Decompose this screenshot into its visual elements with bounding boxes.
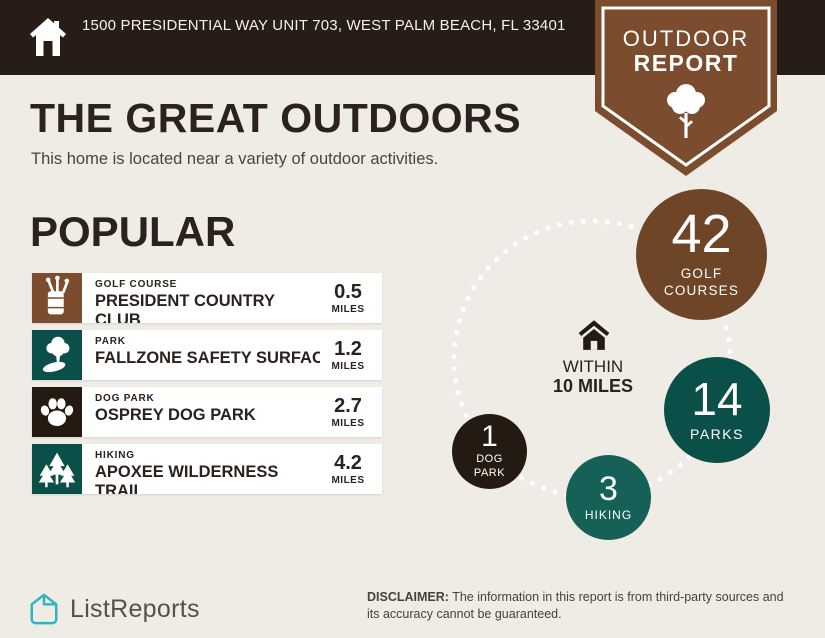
list-item-dog-park: DOG PARK OSPREY DOG PARK 2.7 MILES: [32, 387, 382, 437]
bubble-label: DOG PARK: [473, 453, 506, 479]
disclaimer: DISCLAIMER: The information in this repo…: [367, 589, 797, 623]
list-item-text: PARK FALLZONE SAFETY SURFACING: [82, 330, 320, 380]
popular-heading: POPULAR: [30, 208, 236, 255]
page-subtitle: This home is located near a variety of o…: [31, 150, 439, 168]
bubble-label: HIKING: [584, 508, 633, 523]
item-distance: 0.5 MILES: [320, 273, 382, 323]
bubble-golf-courses: 42 GOLF COURSES: [636, 189, 767, 320]
pine-trees-icon: [32, 444, 82, 494]
distance-unit: MILES: [331, 303, 365, 315]
golf-bag-icon: [32, 273, 82, 323]
paw-icon: [32, 387, 82, 437]
disclaimer-label: DISCLAIMER:: [367, 590, 449, 604]
item-category: GOLF COURSE: [95, 279, 178, 290]
item-name: FALLZONE SAFETY SURFACING: [95, 349, 320, 367]
bubble-count: 3: [599, 469, 618, 508]
bubble-count: 1: [481, 420, 498, 454]
bubble-count: 42: [671, 204, 732, 265]
bubble-hiking: 3 HIKING: [566, 455, 651, 540]
page-title: THE GREAT OUTDOORS: [30, 95, 522, 141]
item-distance: 4.2 MILES: [320, 444, 382, 494]
distance-unit: MILES: [331, 360, 365, 372]
item-distance: 2.7 MILES: [320, 387, 382, 437]
property-address: 1500 PRESIDENTIAL WAY UNIT 703, WEST PAL…: [82, 17, 566, 34]
home-icon: [578, 320, 610, 350]
distance-unit: MILES: [331, 474, 365, 486]
list-item-hiking: HIKING APOXEE WILDERNESS TRAIL 4.2 MILES: [32, 444, 382, 494]
popular-list: GOLF COURSE PRESIDENT COUNTRY CLUB 0.5 M…: [32, 273, 382, 501]
item-distance: 1.2 MILES: [320, 330, 382, 380]
badge-title-line1: OUTDOOR: [622, 26, 750, 51]
badge-title-line2: REPORT: [633, 50, 739, 76]
item-category: PARK: [95, 336, 126, 347]
item-name: PRESIDENT COUNTRY CLUB: [95, 292, 275, 323]
within-label: WITHIN: [562, 357, 624, 376]
list-item-park: PARK FALLZONE SAFETY SURFACING 1.2 MILES: [32, 330, 382, 380]
bubble-label: PARKS: [690, 425, 744, 442]
list-item-text: GOLF COURSE PRESIDENT COUNTRY CLUB: [82, 273, 320, 323]
list-item-text: DOG PARK OSPREY DOG PARK: [82, 387, 320, 437]
item-category: HIKING: [95, 450, 135, 461]
list-item-golf-course: GOLF COURSE PRESIDENT COUNTRY CLUB 0.5 M…: [32, 273, 382, 323]
distance-value: 0.5: [334, 280, 362, 303]
distance-value: 1.2: [334, 337, 362, 360]
home-icon: [30, 18, 66, 56]
item-name: OSPREY DOG PARK: [95, 406, 256, 424]
tree-icon: [667, 84, 705, 138]
within-distance: 10 MILES: [552, 376, 634, 396]
listreports-logo: ListReports: [28, 592, 200, 626]
outdoor-report-badge: OUTDOOR REPORT: [595, 0, 777, 176]
bubble-count: 14: [691, 373, 743, 426]
bubble-label: GOLF COURSES: [663, 265, 740, 298]
bubble-parks: 14 PARKS: [664, 357, 770, 463]
list-item-text: HIKING APOXEE WILDERNESS TRAIL: [82, 444, 320, 494]
disclaimer-text: The information in this report is from t…: [367, 590, 784, 621]
item-category: DOG PARK: [95, 393, 155, 404]
park-tree-icon: [32, 330, 82, 380]
brand-name: ListReports: [70, 594, 200, 623]
distance-value: 4.2: [334, 451, 362, 474]
bubble-dog-park: 1 DOG PARK: [452, 414, 527, 489]
distance-value: 2.7: [334, 394, 362, 417]
listreports-house-icon: [30, 593, 58, 625]
distance-unit: MILES: [331, 417, 365, 429]
item-name: APOXEE WILDERNESS TRAIL: [95, 463, 279, 494]
